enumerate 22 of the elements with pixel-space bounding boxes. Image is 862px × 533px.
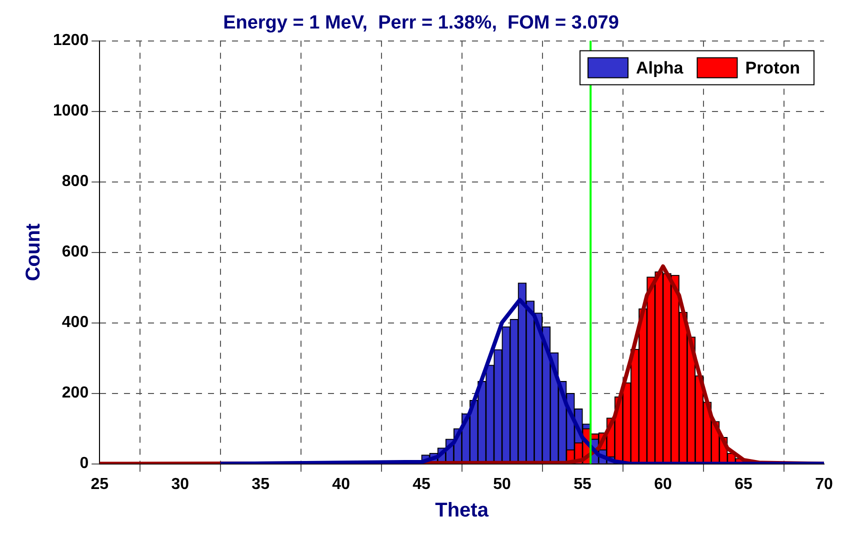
x-tick-label: 70 — [815, 476, 833, 493]
x-tick-label: 35 — [252, 476, 270, 493]
chart-title: Energy = 1 MeV, Perr = 1.38%, FOM = 3.079 — [223, 12, 619, 34]
y-tick-label: 1200 — [53, 32, 89, 50]
x-axis-title: Theta — [435, 500, 490, 522]
y-tick-label: 600 — [62, 244, 89, 261]
x-tick-label: 65 — [734, 476, 753, 493]
y-tick-label: 400 — [62, 314, 89, 332]
y-tick-label: 1000 — [53, 102, 89, 120]
x-tick-label: 60 — [654, 476, 672, 493]
legend-label: Alpha — [636, 58, 684, 78]
y-tick-label: 0 — [80, 455, 89, 472]
legend-label: Proton — [745, 58, 800, 78]
y-tick-label: 200 — [62, 384, 89, 402]
y-axis-title: Count — [22, 223, 45, 282]
x-tick-label: 50 — [493, 476, 512, 493]
x-tick-label: 30 — [171, 476, 190, 493]
x-tick-label: 40 — [332, 476, 350, 493]
y-tick-label: 800 — [62, 173, 89, 190]
x-tick-label: 25 — [90, 476, 109, 493]
x-tick-label: 45 — [412, 476, 431, 493]
x-tick-label: 55 — [574, 476, 592, 493]
